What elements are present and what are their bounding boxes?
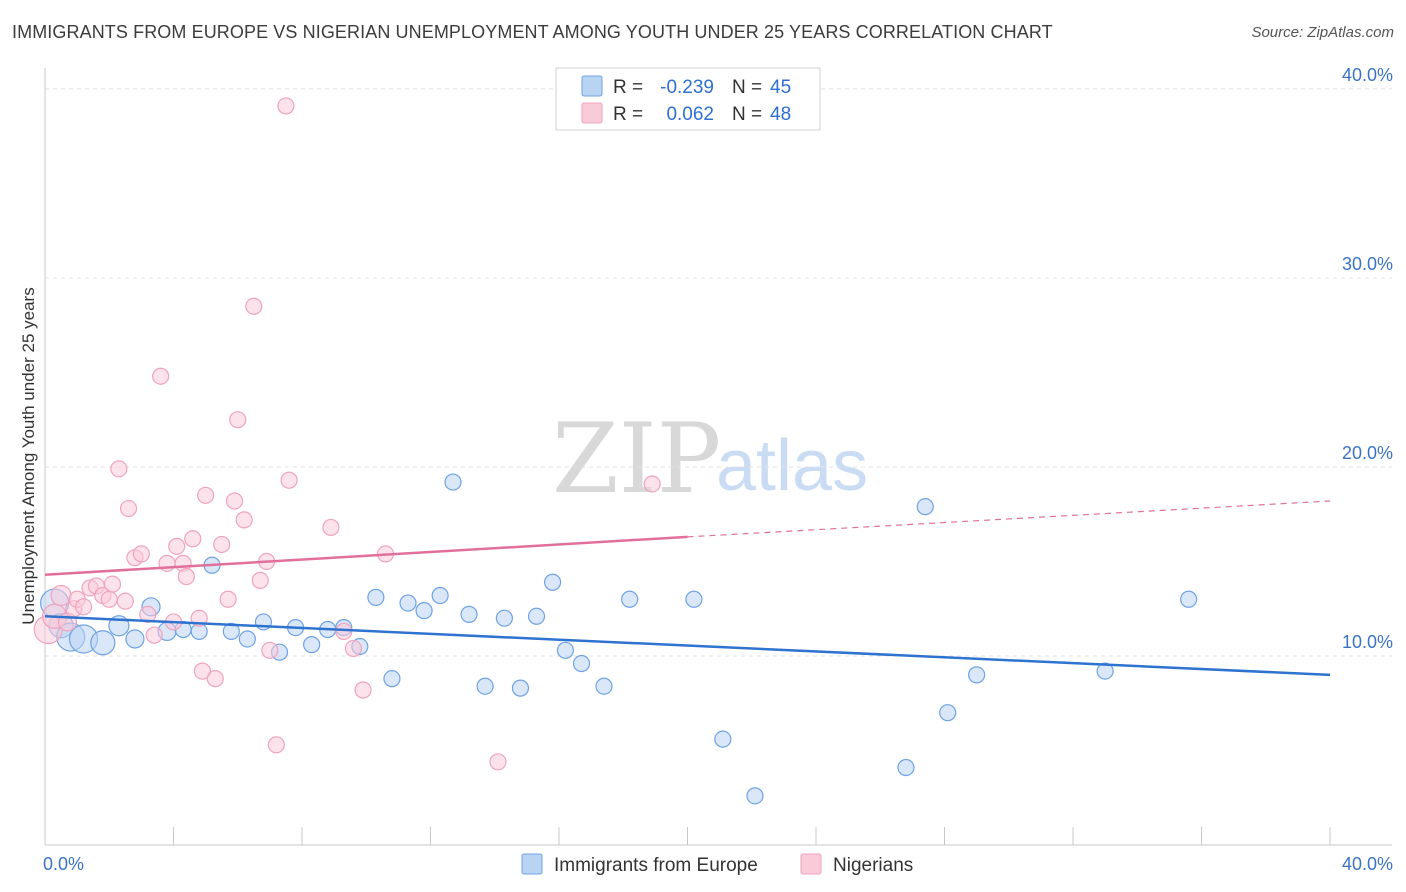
series-legend-label-nigerians: Nigerians — [833, 855, 913, 876]
point-nigerians — [213, 535, 231, 554]
point-nigerians — [100, 590, 118, 608]
point-nigerians — [184, 530, 202, 548]
legend-n-label-1: N = — [732, 77, 762, 98]
watermark-atlas: atlas — [716, 426, 868, 506]
y-tick-label: 10.0% — [1342, 632, 1393, 652]
point-nigerians — [643, 475, 661, 493]
gridlines — [45, 88, 1392, 657]
point-nigerians — [245, 297, 263, 315]
point-nigerians — [277, 97, 295, 115]
x-tick-label-max: 40.0% — [1342, 854, 1393, 874]
point-europe — [303, 636, 321, 654]
point-nigerians — [261, 641, 279, 659]
legend-r-value-1: -0.239 — [660, 77, 714, 98]
legend-n-value-2: 48 — [770, 104, 791, 125]
watermark-zip: ZIP — [552, 403, 721, 515]
axes — [44, 68, 1392, 846]
series-legend: Immigrants from Europe Nigerians — [521, 853, 913, 876]
point-europe — [367, 588, 385, 606]
point-europe — [1096, 662, 1114, 680]
stats-legend: R = -0.239 N = 45 R = 0.062 N = 48 — [555, 67, 821, 131]
point-europe — [746, 787, 764, 805]
legend-r-value-2: 0.062 — [666, 104, 714, 125]
y-tick-label: 40.0% — [1342, 65, 1393, 85]
point-nigerians — [322, 518, 340, 537]
point-europe — [431, 586, 449, 605]
point-europe — [444, 473, 462, 491]
trend-line-nigerians — [44, 535, 688, 576]
point-nigerians — [177, 567, 195, 586]
point-europe — [714, 730, 732, 748]
point-europe — [916, 498, 934, 516]
point-nigerians — [119, 499, 138, 518]
point-europe — [125, 629, 145, 649]
point-europe — [90, 630, 116, 656]
x-ticks — [44, 827, 1331, 845]
point-nigerians — [251, 571, 269, 589]
point-nigerians — [168, 537, 186, 555]
legend-r-label-2: R = — [613, 104, 643, 125]
point-nigerians — [103, 575, 122, 593]
point-nigerians — [489, 753, 507, 771]
point-europe — [383, 670, 401, 688]
point-europe — [415, 602, 433, 620]
series-legend-swatch-europe — [521, 853, 543, 875]
point-europe — [685, 590, 703, 608]
point-nigerians — [116, 592, 134, 610]
point-europe — [572, 654, 591, 673]
point-europe — [939, 704, 957, 722]
point-europe — [476, 677, 494, 695]
legend-swatch-europe — [581, 75, 603, 97]
chart-title: IMMIGRANTS FROM EUROPE VS NIGERIAN UNEMP… — [12, 22, 1053, 42]
point-europe — [460, 605, 478, 623]
point-nigerians — [132, 545, 150, 563]
point-nigerians — [219, 590, 237, 608]
legend-r-label-1: R = — [613, 77, 643, 98]
source-label: Source: ZipAtlas.com — [1251, 24, 1394, 41]
point-europe — [968, 666, 986, 684]
series-legend-swatch-nigerians — [800, 853, 822, 875]
point-nigerians — [267, 736, 285, 754]
point-europe — [621, 590, 639, 608]
point-europe — [511, 679, 530, 697]
point-nigerians — [344, 639, 362, 658]
point-nigerians — [225, 492, 244, 510]
point-nigerians — [110, 460, 128, 478]
x-tick-label-min: 0.0% — [43, 854, 84, 874]
legend-n-value-1: 45 — [770, 77, 791, 98]
point-nigerians — [193, 662, 212, 680]
point-nigerians — [354, 681, 372, 699]
point-europe — [495, 609, 513, 627]
point-europe — [543, 573, 562, 591]
trend-line-europe — [44, 615, 1331, 677]
point-europe — [556, 641, 575, 659]
trend-line-extension-nigerians — [687, 500, 1331, 538]
point-nigerians — [139, 605, 157, 623]
point-nigerians — [197, 486, 215, 504]
point-europe — [1180, 590, 1198, 608]
point-europe — [399, 594, 417, 612]
legend-n-label-2: N = — [732, 104, 762, 125]
y-tick-labels: 10.0% 20.0% 30.0% 40.0% — [1342, 65, 1393, 652]
point-europe — [527, 607, 546, 625]
series-legend-label-europe: Immigrants from Europe — [554, 855, 758, 876]
point-nigerians — [206, 670, 224, 688]
y-tick-label: 20.0% — [1342, 443, 1393, 463]
point-nigerians — [152, 367, 170, 385]
point-europe — [222, 622, 240, 641]
point-europe — [897, 758, 915, 777]
point-nigerians — [235, 511, 253, 529]
point-europe — [238, 630, 256, 648]
y-tick-label: 30.0% — [1342, 254, 1393, 274]
point-nigerians — [280, 471, 298, 489]
legend-swatch-nigerians — [581, 102, 603, 124]
point-nigerians — [145, 626, 163, 644]
point-nigerians — [74, 598, 93, 616]
trend-lines — [44, 500, 1331, 677]
point-europe — [595, 677, 613, 695]
point-nigerians — [229, 411, 247, 429]
y-axis-title: Unemployment Among Youth under 25 years — [19, 287, 38, 624]
